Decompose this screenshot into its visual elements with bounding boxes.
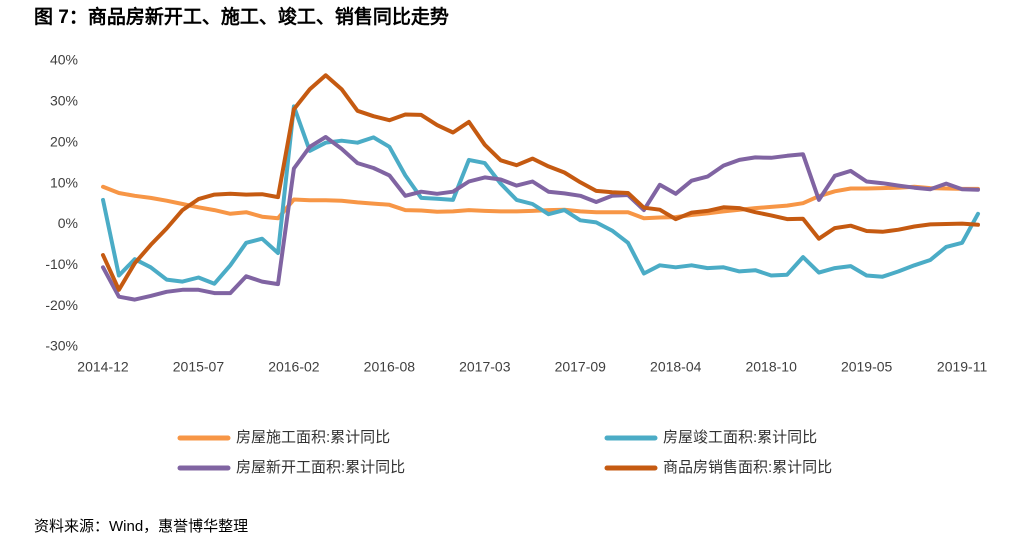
- x-tick-label: 2017-03: [459, 359, 511, 375]
- legend-label: 房屋竣工面积:累计同比: [663, 429, 817, 446]
- series-line: [101, 135, 980, 302]
- source-note: 资料来源：Wind，惠誉博华整理: [34, 518, 248, 535]
- legend-label: 房屋施工面积:累计同比: [236, 429, 390, 446]
- legend-label: 商品房销售面积:累计同比: [663, 459, 832, 476]
- x-tick-label: 2018-04: [650, 359, 702, 375]
- x-tick-label: 2018-10: [745, 359, 797, 375]
- x-tick-label: 2017-09: [555, 359, 607, 375]
- series-line: [101, 73, 980, 292]
- x-tick-label: 2016-02: [268, 359, 320, 375]
- x-tick-label: 2019-05: [841, 359, 893, 375]
- x-tick-label: 2019-11: [937, 359, 988, 375]
- y-tick-label: -30%: [45, 338, 78, 354]
- y-tick-label: -10%: [45, 256, 78, 272]
- legend-label: 房屋新开工面积:累计同比: [236, 459, 405, 476]
- x-tick-label: 2016-08: [364, 359, 416, 375]
- y-tick-label: 40%: [50, 52, 78, 68]
- y-tick-label: -20%: [45, 297, 78, 313]
- series-line: [101, 184, 980, 221]
- chart-title: 图 7：商品房新开工、施工、竣工、销售同比走势: [34, 5, 449, 28]
- x-tick-label: 2015-07: [173, 359, 225, 375]
- y-tick-label: 30%: [50, 93, 78, 109]
- y-tick-label: 10%: [50, 174, 78, 190]
- y-tick-label: 20%: [50, 133, 78, 149]
- x-tick-label: 2014-12: [77, 359, 129, 375]
- y-tick-label: 0%: [58, 215, 78, 231]
- series-line: [101, 104, 980, 286]
